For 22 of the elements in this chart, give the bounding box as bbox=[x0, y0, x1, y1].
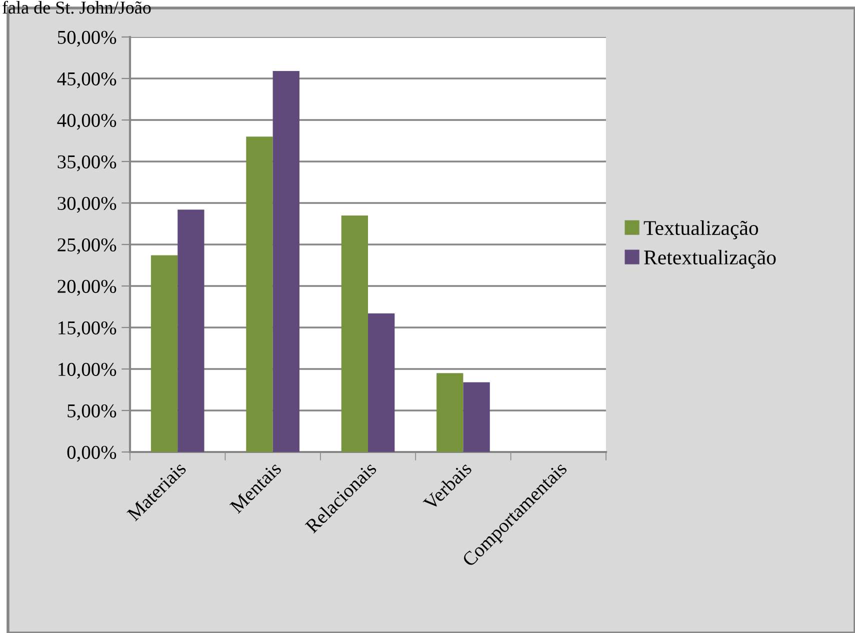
y-tick-label: 30,00% bbox=[58, 196, 116, 213]
y-tick-label: 10,00% bbox=[58, 362, 116, 379]
bar bbox=[178, 210, 204, 452]
legend-label: Retextualização bbox=[644, 250, 776, 269]
chart-title: fala de St. John/João bbox=[2, 0, 151, 14]
bar bbox=[368, 313, 395, 452]
bar bbox=[463, 382, 490, 452]
y-tick-label: 5,00% bbox=[68, 404, 116, 420]
y-tick-label: 40,00% bbox=[57, 114, 116, 130]
bar bbox=[341, 215, 368, 452]
y-tick-label: 45,00% bbox=[57, 72, 116, 88]
y-tick-label: 15,00% bbox=[58, 321, 116, 338]
bar bbox=[150, 255, 178, 452]
y-tick-label: 20,00% bbox=[58, 280, 116, 296]
legend-label: Textualização bbox=[644, 220, 758, 240]
y-tick-label: 35,00% bbox=[58, 155, 116, 172]
bar bbox=[436, 373, 464, 452]
bar bbox=[246, 136, 273, 452]
y-tick-label: 0,00% bbox=[67, 446, 116, 462]
bar bbox=[272, 71, 300, 452]
y-tick-label: 25,00% bbox=[58, 238, 116, 254]
y-tick-label: 50,00% bbox=[58, 30, 116, 47]
